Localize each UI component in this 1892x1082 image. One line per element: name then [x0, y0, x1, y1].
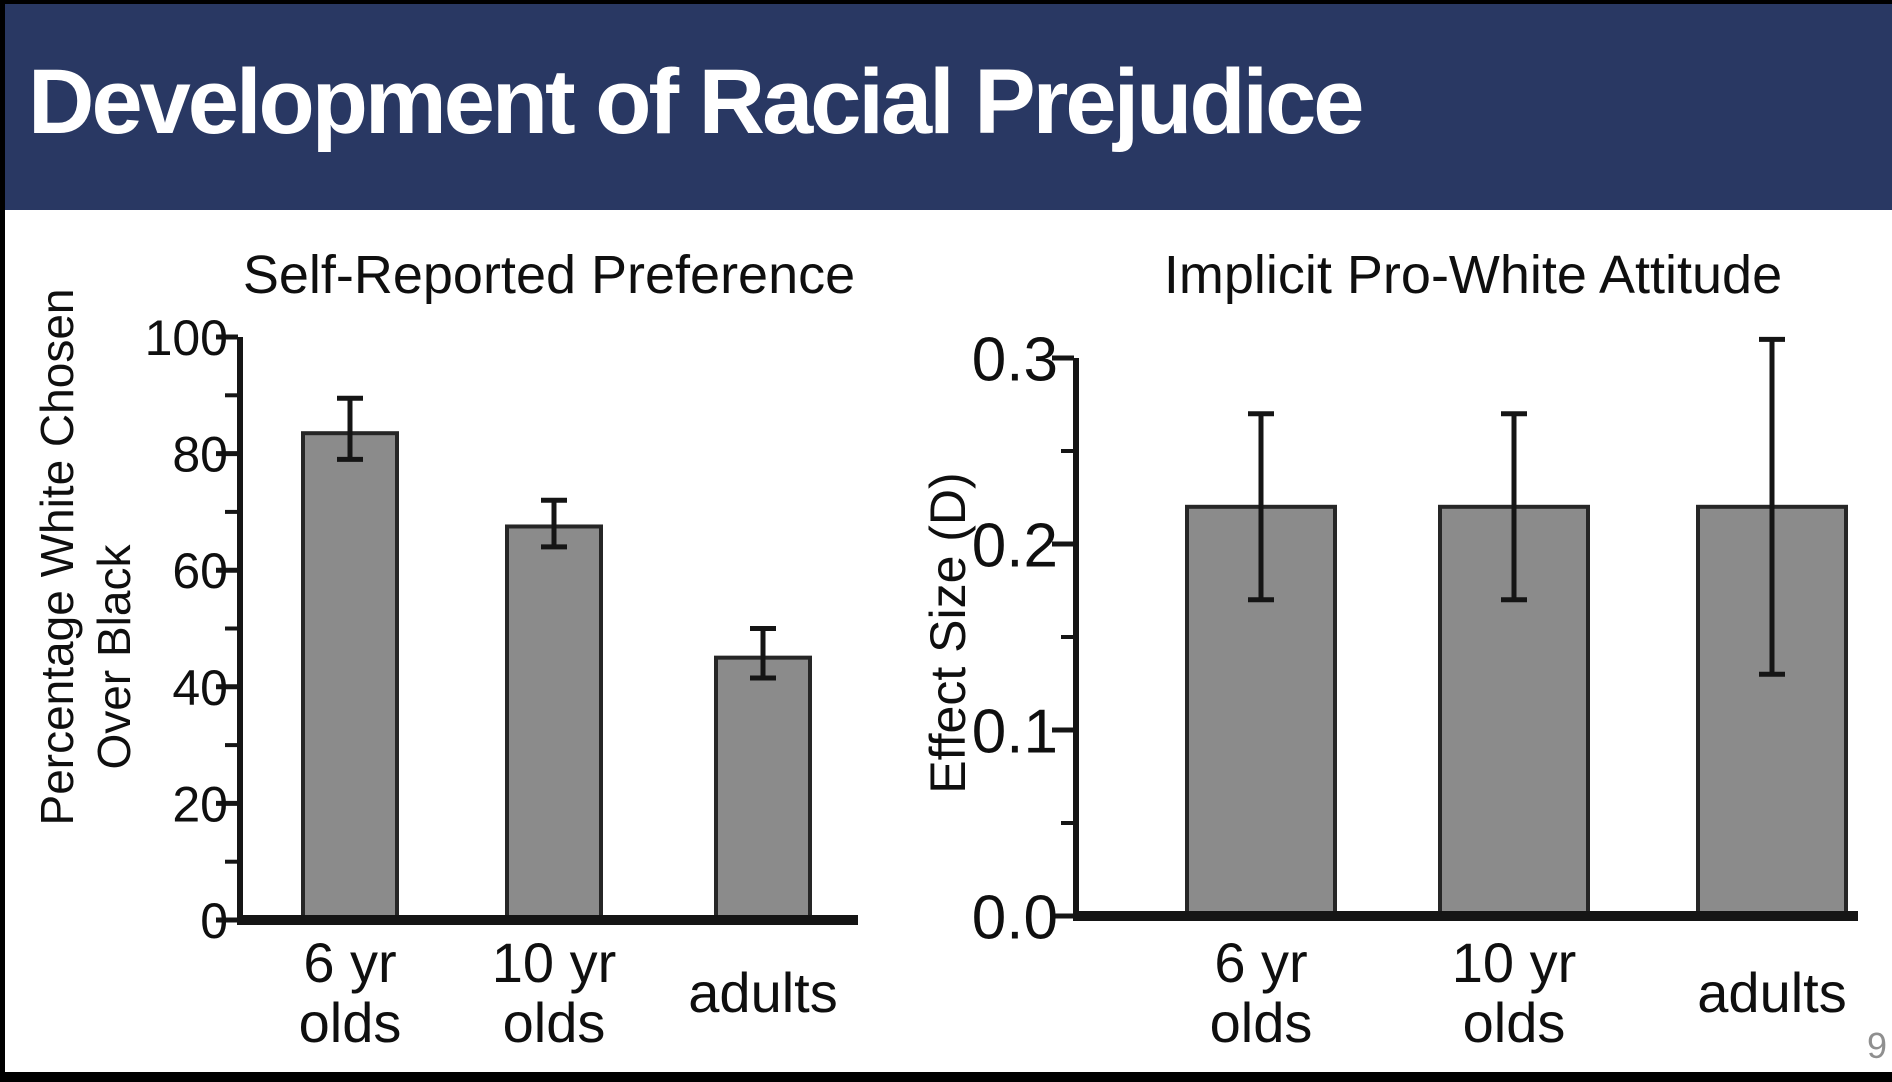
category-label-6-yr-olds-line2: olds	[1210, 991, 1313, 1054]
bar-adults	[714, 655, 812, 923]
right-ytick-label-0.3: 0.3	[972, 325, 1058, 394]
left-chart-title: Self-Reported Preference	[243, 245, 855, 305]
category-label-10-yr-olds-line1: 10 yr	[492, 931, 617, 994]
bar-6-yr-olds	[301, 431, 399, 922]
left-ytick-labels: 0 20 40 60 80 100	[145, 310, 228, 949]
left-bars	[301, 431, 812, 923]
right-ytick-label-0.1: 0.1	[972, 697, 1058, 766]
left-ytick-label-40: 40	[172, 660, 228, 716]
category-label-6-yr-olds-line1: 6 yr	[1214, 931, 1307, 994]
left-y-axis-label: Percentage White Chosen Over Black	[31, 289, 140, 826]
page-number: 9	[1867, 1025, 1888, 1066]
right-axes	[1052, 355, 1858, 921]
left-error-bars	[337, 395, 776, 681]
right-y-axis-label: Effect Size (D)	[920, 472, 976, 793]
left-ytick-label-100: 100	[145, 310, 228, 366]
category-label-6-yr-olds-line2: olds	[299, 991, 402, 1054]
right-chart-title: Implicit Pro-White Attitude	[1164, 245, 1782, 305]
category-label-10-yr-olds-line1: 10 yr	[1452, 931, 1577, 994]
left-ytick-label-80: 80	[172, 427, 228, 483]
left-ytick-label-0: 0	[200, 893, 228, 949]
category-label-6-yr-olds-line1: 6 yr	[303, 931, 396, 994]
left-ytick-label-60: 60	[172, 543, 228, 599]
slide-title-banner: Development of Racial Prejudice	[5, 4, 1892, 210]
category-label-10-yr-olds-line2: olds	[1463, 991, 1566, 1054]
left-axes	[216, 334, 858, 925]
slide-title: Development of Racial Prejudice	[28, 51, 1364, 153]
bar-10-yr-olds	[505, 524, 603, 922]
category-label-10-yr-olds-line2: olds	[503, 991, 606, 1054]
left-ytick-label-20: 20	[172, 776, 228, 832]
right-ytick-label-0.0: 0.0	[972, 883, 1058, 952]
left-y-axis-label-line1: Percentage White Chosen	[31, 289, 83, 826]
right-error-bars	[1248, 336, 1785, 677]
left-y-axis-label-line2: Over Black	[88, 544, 140, 770]
category-label-adults: adults	[1697, 961, 1846, 1024]
right-ytick-labels: 0.0 0.1 0.2 0.3	[972, 325, 1058, 952]
right-y-axis-label-line1: Effect Size (D)	[920, 472, 976, 793]
right-ytick-label-0.2: 0.2	[972, 511, 1058, 580]
category-label-adults: adults	[688, 961, 837, 1024]
